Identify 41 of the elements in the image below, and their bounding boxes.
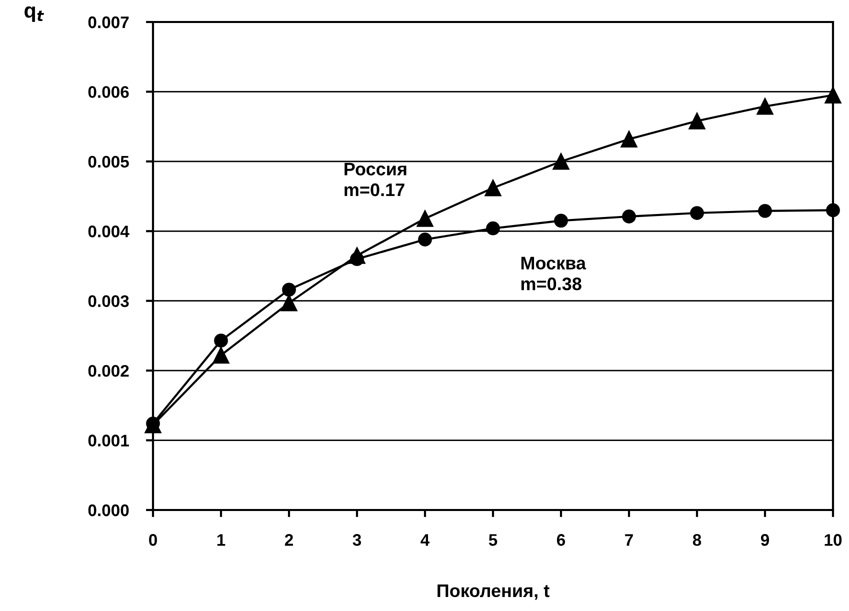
x-tick-label: 5	[488, 534, 498, 546]
y-tick-label: 0.001	[88, 434, 129, 446]
point	[416, 210, 434, 227]
x-tick-label: 10	[824, 534, 842, 546]
x-tick-label: 2	[284, 534, 293, 546]
point	[212, 346, 230, 364]
point	[484, 180, 502, 196]
x-tick-label: 0	[149, 534, 157, 546]
point	[552, 153, 570, 170]
series-label: Москва m=0.38	[521, 256, 586, 290]
point	[758, 204, 772, 218]
y-tick-label: 0.002	[88, 364, 129, 377]
point	[688, 112, 706, 130]
point	[622, 210, 636, 224]
y-tick-label: 0.007	[88, 16, 129, 28]
point	[418, 232, 432, 246]
point	[620, 130, 638, 148]
x-tick-label: 7	[625, 534, 633, 546]
point	[282, 282, 296, 297]
x-tick-label: 3	[352, 534, 362, 546]
x-tick-label: 4	[420, 534, 430, 546]
x-tick-label: 1	[217, 534, 226, 546]
point	[214, 334, 228, 348]
x-tick-label: 6	[556, 534, 566, 546]
point	[824, 86, 842, 104]
y-tick-label: 0.000	[88, 504, 129, 516]
y-tick-label: 0.004	[88, 226, 130, 238]
y-tick-label: 0.005	[88, 156, 129, 168]
y-tick-label: 0.006	[88, 86, 129, 98]
point	[280, 294, 298, 312]
x-tick-label: 8	[692, 534, 702, 546]
point	[826, 203, 840, 218]
y-tick-label: 0.003	[88, 295, 129, 308]
point	[554, 214, 568, 228]
point	[486, 221, 500, 236]
x-tick-label: 9	[760, 534, 770, 546]
point	[756, 98, 774, 115]
x-axis-title: Поколения, t	[438, 584, 550, 600]
series-label: Россия m=0.17	[344, 162, 406, 196]
y-axis-title: q$_{t}$	[24, 6, 44, 22]
point	[690, 206, 704, 220]
